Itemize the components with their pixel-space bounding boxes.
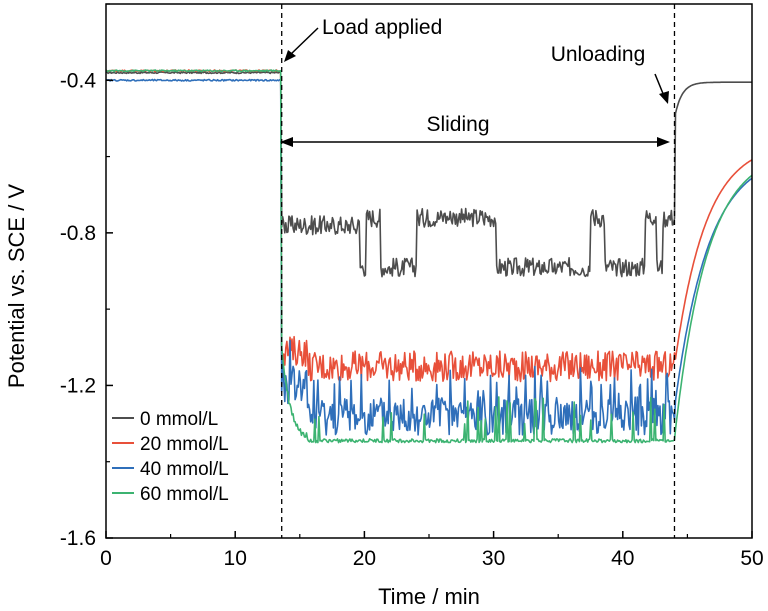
annotation-sliding: Sliding bbox=[426, 113, 489, 136]
legend-label: 40 mmol/L bbox=[140, 459, 229, 480]
x-tick-label: 0 bbox=[100, 547, 112, 570]
load-arrow-line bbox=[289, 27, 319, 56]
event-lines bbox=[281, 4, 676, 538]
x-tick-label: 50 bbox=[740, 547, 763, 570]
legend-label: 0 mmol/L bbox=[140, 409, 218, 430]
series-line-3 bbox=[106, 69, 752, 444]
x-tick-label: 30 bbox=[482, 547, 505, 570]
x-tick-label: 20 bbox=[353, 547, 376, 570]
legend-label: 20 mmol/L bbox=[140, 434, 229, 455]
y-tick-label: -1.6 bbox=[60, 527, 96, 550]
annotation-unloading: Unloading bbox=[551, 43, 646, 66]
unloading-arrow-head bbox=[659, 91, 669, 104]
unloading-arrow-line bbox=[654, 73, 665, 97]
series-line-2 bbox=[106, 78, 752, 436]
y-axis-label: Potential vs. SCE / V bbox=[4, 184, 29, 389]
legend-label: 60 mmol/L bbox=[140, 484, 229, 505]
y-axis-ticks: -1.6 -1.2 -0.8 -0.4 bbox=[60, 3, 113, 550]
annotation-load-applied: Load applied bbox=[322, 16, 442, 39]
load-arrow-head bbox=[284, 50, 296, 62]
x-tick-label: 40 bbox=[611, 547, 634, 570]
plot-frame bbox=[105, 3, 753, 539]
y-tick-label: -0.8 bbox=[60, 222, 96, 245]
sliding-arrow-right-head bbox=[657, 137, 670, 147]
annotations: Load applied Sliding Unloading bbox=[280, 16, 670, 147]
series-layer bbox=[106, 69, 752, 444]
y-tick-label: -0.4 bbox=[60, 69, 97, 92]
x-tick-label: 10 bbox=[224, 547, 247, 570]
x-axis-label: Time / min bbox=[378, 584, 480, 609]
series-line-0 bbox=[106, 71, 752, 278]
y-tick-label: -1.2 bbox=[60, 374, 96, 397]
legend: 0 mmol/L 20 mmol/L 40 mmol/L 60 mmol/L bbox=[112, 409, 229, 505]
sliding-arrow-left-head bbox=[280, 137, 293, 147]
x-axis-ticks: 0 10 20 30 40 50 bbox=[100, 531, 764, 570]
